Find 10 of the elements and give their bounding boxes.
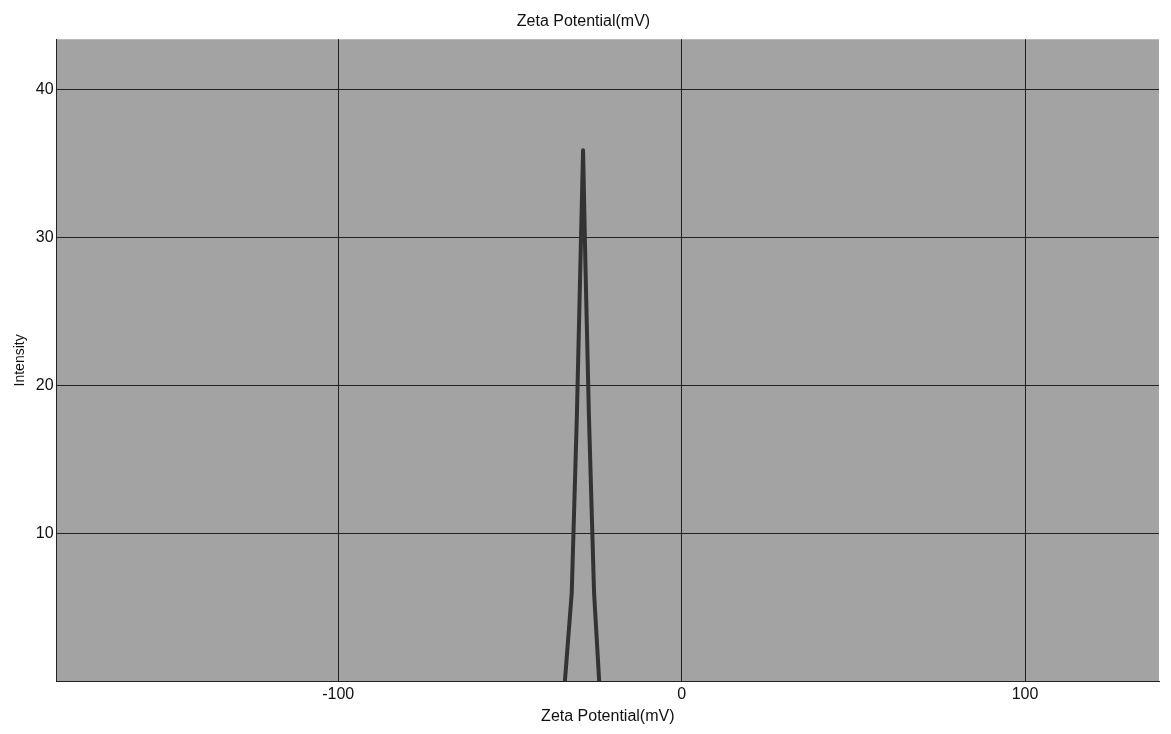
x-axis-title: Zeta Potential(mV) [541, 706, 675, 724]
y-tick-label: 10 [35, 523, 54, 541]
y-tick-label: 20 [35, 375, 54, 393]
y-axis-title: Intensity [11, 334, 28, 387]
y-tick-label: 40 [35, 79, 54, 97]
y-tick-label: 30 [35, 227, 54, 245]
chart-title: Zeta Potential(mV) [516, 12, 651, 30]
x-tick-label: 0 [677, 684, 687, 702]
x-tick-label: -100 [322, 684, 355, 702]
x-tick-label: 100 [1011, 684, 1039, 702]
